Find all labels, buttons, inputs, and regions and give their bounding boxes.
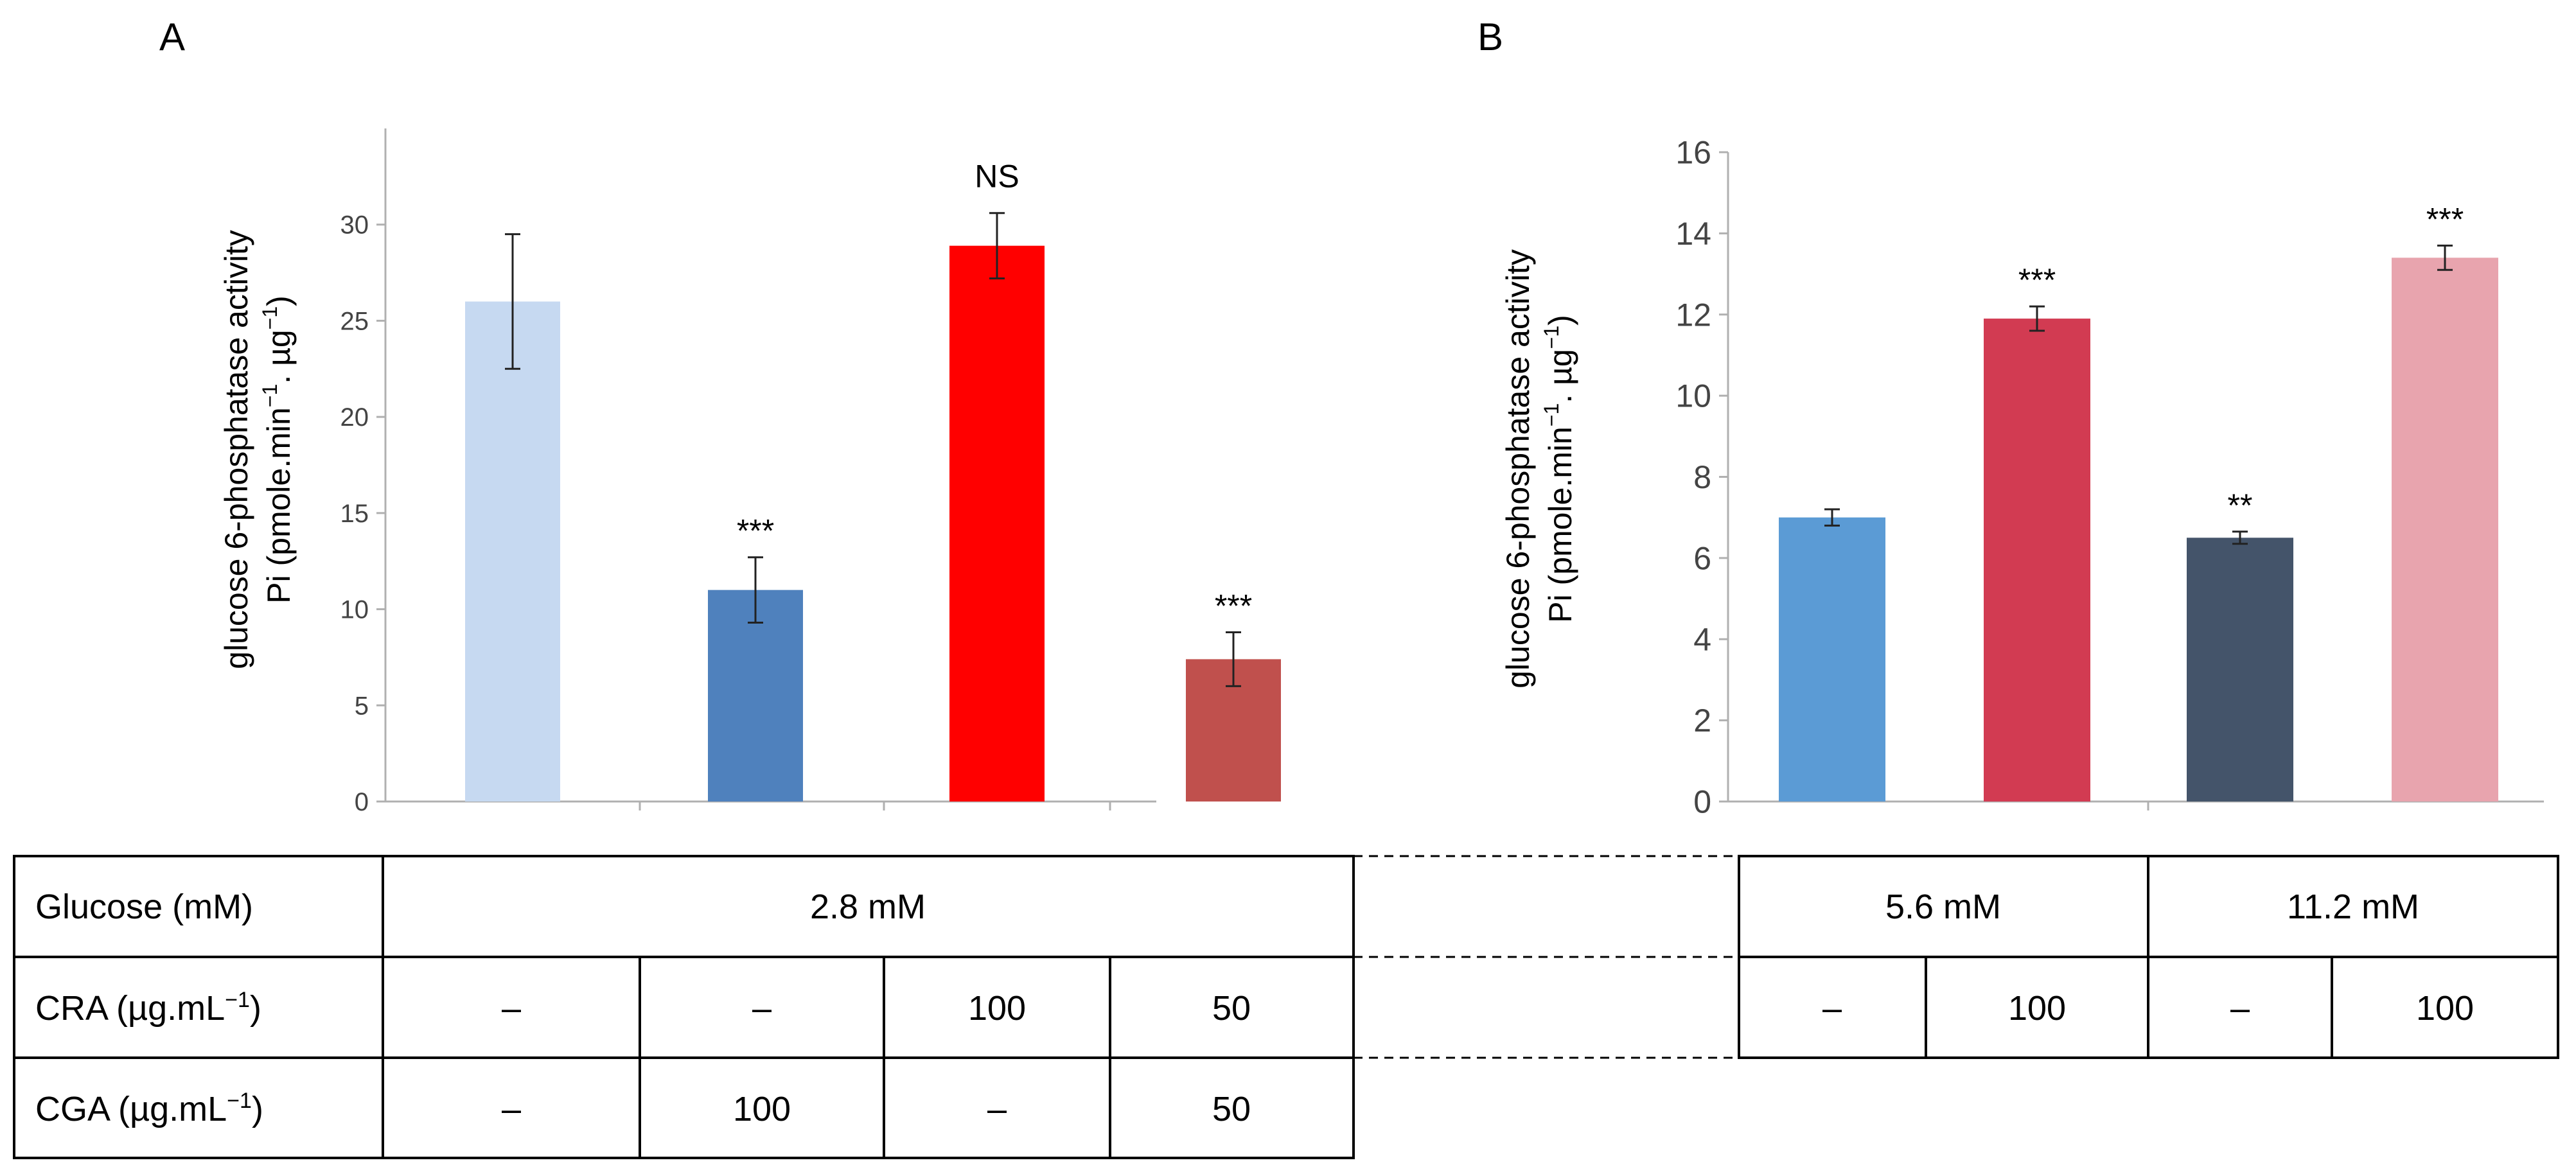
table-a-glucose-label: Glucose (mM) (35, 888, 253, 926)
y-tick-label-b: 16 (1675, 135, 1711, 171)
panel-letter-a: A (159, 15, 185, 58)
y-axis-title-a-line1: glucose 6-phosphatase activity (218, 230, 254, 669)
table-a-cra-cell: – (752, 989, 772, 1028)
error-bar-b-4 (2437, 244, 2453, 271)
error-bar-a-3 (989, 212, 1005, 280)
table-a-cra-cell: 100 (968, 989, 1026, 1028)
table-a-cra-cell: – (502, 989, 521, 1028)
y-axis-title-a: glucose 6-phosphatase activity Pi (pmole… (218, 230, 297, 669)
panel-letter-b: B (1478, 15, 1503, 58)
condition-table-b (1738, 855, 2559, 1059)
table-b-glucose-cell: 11.2 mM (2287, 888, 2419, 926)
significance-label-a-2: *** (737, 513, 774, 549)
table-a-border (13, 855, 1355, 1159)
y-tick-label-a: 30 (340, 211, 369, 240)
bar-b-3 (2187, 538, 2293, 802)
table-a-cga-cell: – (987, 1090, 1007, 1128)
table-a-glucose-value: 2.8 mM (810, 888, 926, 926)
y-axis-title-b-line1: glucose 6-phosphatase activity (1500, 249, 1536, 688)
condition-table-a (13, 855, 1355, 1159)
y-axis-title-a-line2: Pi (pmole.min−1. µg−1) (258, 295, 297, 604)
error-bar-b-3 (2232, 530, 2248, 545)
y-tick-label-a: 5 (355, 692, 369, 720)
y-tick-label-b: 2 (1693, 703, 1711, 739)
table-connectors (1354, 855, 1739, 1059)
bar-a-3 (949, 245, 1045, 802)
error-bar-a-1 (505, 233, 520, 370)
error-bar-a-4 (1226, 631, 1241, 687)
table-a-cga-cell: – (502, 1090, 521, 1128)
y-tick-label-b: 4 (1693, 622, 1711, 658)
y-tick-label-a: 0 (355, 788, 369, 816)
bar-b-4 (2392, 258, 2498, 802)
y-tick-label-b: 0 (1693, 784, 1711, 820)
y-tick-label-a: 15 (340, 500, 369, 528)
error-bar-b-2 (2029, 305, 2045, 332)
y-tick-label-a: 25 (340, 307, 369, 335)
significance-label-a-4: *** (1215, 588, 1252, 624)
table-b-cra-cell: – (2230, 989, 2250, 1028)
table-a-text: Glucose (mM) 2.8 mM CRA (µg.mL−1) CGA (µ… (35, 888, 1251, 1128)
y-tick-label-a: 10 (340, 596, 369, 624)
error-bar-a-2 (748, 556, 763, 624)
table-b-cra-cell: – (1822, 989, 1842, 1028)
table-a-cga-label: CGA (µg.mL−1) (35, 1089, 263, 1128)
bar-a-1 (465, 301, 560, 802)
significance-label-b-2: *** (2018, 262, 2056, 298)
bar-b-2 (1984, 319, 2090, 802)
y-tick-label-b: 14 (1675, 216, 1711, 252)
table-b-text: 5.6 mM 11.2 mM – 100 – 100 (1822, 888, 2474, 1028)
error-bar-b-1 (1824, 508, 1840, 527)
y-tick-label-b: 8 (1693, 459, 1711, 495)
y-tick-label-b: 6 (1693, 540, 1711, 576)
significance-label-b-3: ** (2228, 487, 2253, 523)
significance-label-a-3: NS (975, 159, 1019, 195)
chart-panel-a: 0 5 10 15 20 25 30 *** NS *** (340, 128, 1281, 816)
table-b-glucose-cell: 5.6 mM (1885, 888, 2001, 926)
y-axis-title-b-line2: Pi (pmole.min−1. µg−1) (1540, 315, 1578, 623)
significance-label-b-4: *** (2426, 201, 2464, 237)
table-a-cra-label: CRA (µg.mL−1) (35, 988, 261, 1028)
table-a-cra-cell: 50 (1212, 989, 1251, 1028)
bar-a-2 (708, 590, 803, 802)
y-tick-label-b: 12 (1675, 297, 1711, 333)
table-a-cga-cell: 100 (733, 1090, 791, 1128)
y-tick-label-a: 20 (340, 403, 369, 432)
table-a-cga-cell: 50 (1212, 1090, 1251, 1128)
bar-b-1 (1779, 517, 1885, 802)
y-tick-label-b: 10 (1675, 378, 1711, 414)
table-b-cra-cell: 100 (2008, 989, 2066, 1028)
table-b-cra-cell: 100 (2416, 989, 2474, 1028)
y-axis-title-b: glucose 6-phosphatase activity Pi (pmole… (1500, 249, 1578, 688)
